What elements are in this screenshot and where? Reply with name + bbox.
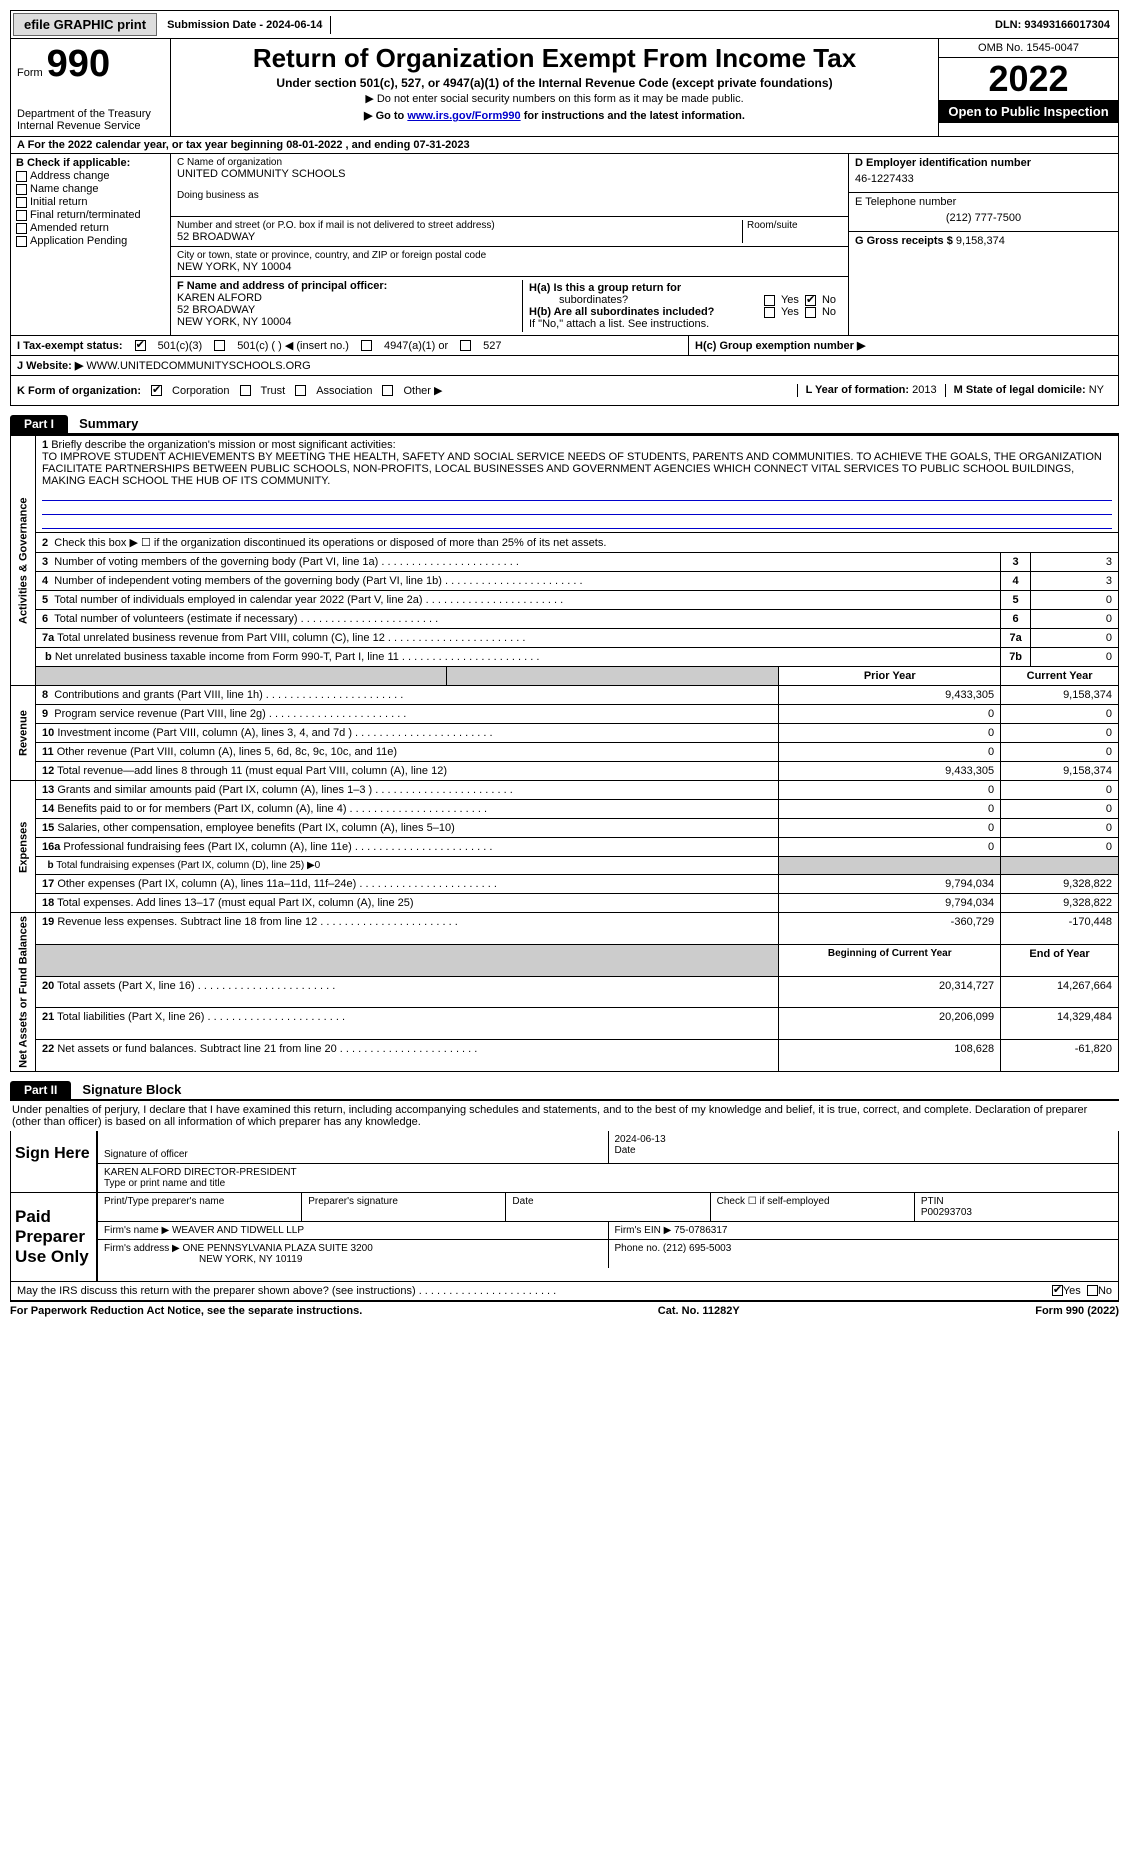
- part-2-header: Part II Signature Block: [10, 1080, 1119, 1101]
- vert-netassets: Net Assets or Fund Balances: [11, 913, 36, 1072]
- efile-button[interactable]: efile GRAPHIC print: [13, 13, 157, 36]
- ha-no[interactable]: [805, 295, 816, 306]
- omb-number: OMB No. 1545-0047: [939, 39, 1118, 58]
- may-irs-row: May the IRS discuss this return with the…: [10, 1282, 1119, 1301]
- dept-label: Department of the Treasury: [17, 108, 164, 120]
- gross-receipts: 9,158,374: [956, 235, 1005, 247]
- vert-revenue: Revenue: [11, 686, 36, 781]
- officer-name: KAREN ALFORD: [177, 292, 522, 304]
- website: WWW.UNITEDCOMMUNITYSCHOOLS.ORG: [86, 360, 310, 372]
- telephone: (212) 777-7500: [855, 208, 1112, 228]
- ein-value: 46-1227433: [855, 169, 1112, 189]
- hb-no[interactable]: [805, 307, 816, 318]
- chk-501c[interactable]: [214, 340, 225, 351]
- topbar: efile GRAPHIC print Submission Date - 20…: [10, 10, 1119, 39]
- form-header: Form 990 Department of the Treasury Inte…: [10, 39, 1119, 137]
- summary-table: Activities & Governance 1 Briefly descri…: [10, 435, 1119, 1072]
- chk-initial[interactable]: [16, 197, 27, 208]
- irs-link[interactable]: www.irs.gov/Form990: [407, 110, 520, 122]
- row-i: I Tax-exempt status: 501(c)(3) 501(c) ( …: [10, 336, 1119, 356]
- street-address: 52 BROADWAY: [177, 231, 742, 243]
- col-b: B Check if applicable: Address change Na…: [11, 154, 171, 335]
- submission-date: Submission Date - 2024-06-14: [159, 16, 331, 34]
- chk-assoc[interactable]: [295, 385, 306, 396]
- chk-name[interactable]: [16, 184, 27, 195]
- may-irs-no[interactable]: [1087, 1285, 1098, 1296]
- chk-527[interactable]: [460, 340, 471, 351]
- chk-501c3[interactable]: [135, 340, 146, 351]
- paid-preparer-block: Paid Preparer Use Only Print/Type prepar…: [10, 1193, 1119, 1282]
- penalties-text: Under penalties of perjury, I declare th…: [10, 1101, 1119, 1131]
- chk-trust[interactable]: [240, 385, 251, 396]
- tax-year: 2022: [939, 58, 1118, 100]
- irs-label: Internal Revenue Service: [17, 120, 164, 132]
- row-k: K Form of organization: Corporation Trus…: [10, 376, 1119, 406]
- dln: DLN: 93493166017304: [987, 16, 1118, 34]
- chk-corp[interactable]: [151, 385, 162, 396]
- chk-amended[interactable]: [16, 223, 27, 234]
- section-b-row: B Check if applicable: Address change Na…: [10, 154, 1119, 336]
- subtitle-3: ▶ Go to www.irs.gov/Form990 for instruct…: [175, 109, 934, 122]
- chk-address[interactable]: [16, 171, 27, 182]
- form-label: Form: [17, 67, 43, 79]
- mission-text: TO IMPROVE STUDENT ACHIEVEMENTS BY MEETI…: [42, 451, 1102, 487]
- vert-expenses: Expenses: [11, 781, 36, 913]
- firm-name: WEAVER AND TIDWELL LLP: [172, 1225, 304, 1236]
- sign-here-label: Sign Here: [11, 1131, 96, 1192]
- col-c: C Name of organization UNITED COMMUNITY …: [171, 154, 848, 335]
- part-1-header: Part I Summary: [10, 414, 1119, 435]
- may-irs-yes[interactable]: [1052, 1285, 1063, 1296]
- hb-yes[interactable]: [764, 307, 775, 318]
- row-a: A For the 2022 calendar year, or tax yea…: [10, 137, 1119, 154]
- chk-final[interactable]: [16, 210, 27, 221]
- ha-yes[interactable]: [764, 295, 775, 306]
- chk-4947[interactable]: [361, 340, 372, 351]
- signature-block: Sign Here Signature of officer 2024-06-1…: [10, 1131, 1119, 1193]
- paid-preparer-label: Paid Preparer Use Only: [11, 1193, 96, 1281]
- subtitle-2: ▶ Do not enter social security numbers o…: [175, 92, 934, 105]
- city-address: NEW YORK, NY 10004: [177, 261, 842, 273]
- form-title: Return of Organization Exempt From Incom…: [175, 43, 934, 74]
- subtitle-1: Under section 501(c), 527, or 4947(a)(1)…: [175, 76, 934, 90]
- open-inspection: Open to Public Inspection: [939, 100, 1118, 123]
- vert-activities: Activities & Governance: [11, 436, 36, 686]
- officer-name-title: KAREN ALFORD DIRECTOR-PRESIDENT: [104, 1167, 1112, 1178]
- chk-other[interactable]: [382, 385, 393, 396]
- footer: For Paperwork Reduction Act Notice, see …: [10, 1301, 1119, 1320]
- chk-pending[interactable]: [16, 236, 27, 247]
- col-d: D Employer identification number 46-1227…: [848, 154, 1118, 335]
- ptin-value: P00293703: [921, 1207, 1112, 1218]
- row-j: J Website: ▶ WWW.UNITEDCOMMUNITYSCHOOLS.…: [10, 356, 1119, 376]
- form-number: 990: [47, 43, 110, 86]
- org-name: UNITED COMMUNITY SCHOOLS: [177, 168, 842, 180]
